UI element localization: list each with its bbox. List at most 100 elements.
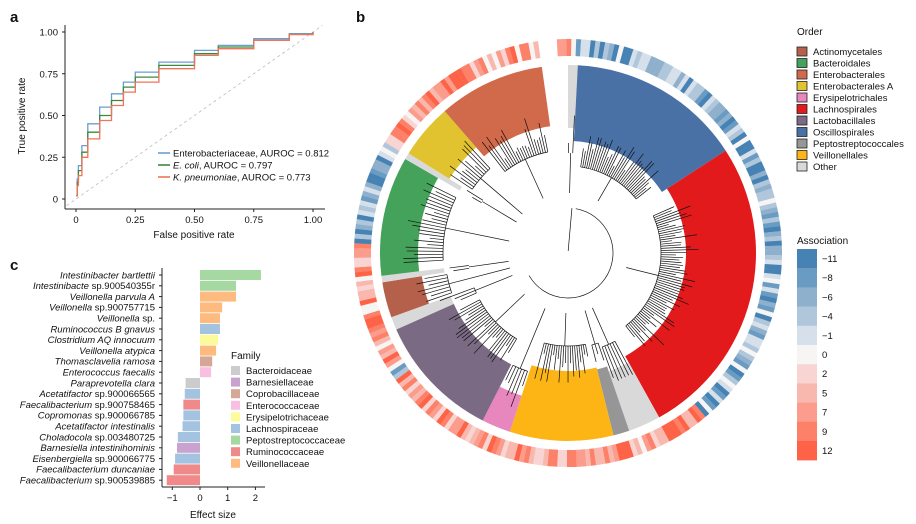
association-cell	[763, 226, 781, 233]
tree-leaf-branch	[405, 246, 444, 249]
association-cell	[377, 150, 396, 163]
association-cell	[357, 209, 376, 218]
association-cell	[523, 42, 532, 61]
association-cell	[509, 442, 519, 461]
tree-leaf-branch	[524, 118, 537, 156]
association-cell	[661, 424, 674, 442]
tree-leaf-branch	[630, 178, 646, 194]
association-cell	[747, 165, 766, 177]
tree-leaf-branch	[644, 305, 675, 327]
order-swatch	[796, 150, 808, 160]
order-label: Enterobacterales A	[813, 82, 894, 93]
association-cell	[395, 121, 413, 137]
tree-leaf-branch	[656, 281, 685, 291]
legend-auroc: , AUROC = 0.812	[255, 149, 329, 160]
tree-leaf-branch	[491, 334, 511, 363]
association-cell	[363, 310, 381, 320]
legend-series-name: Enterobacteriaceae	[173, 149, 255, 160]
tree-leaf-branch	[428, 280, 449, 286]
tree-leaf-branch	[522, 371, 528, 387]
family-label: Coprobacillaceae	[246, 389, 319, 400]
association-cell	[390, 362, 407, 377]
association-cell	[752, 316, 771, 327]
tree-leaf-branch	[597, 342, 605, 361]
association-cell	[710, 385, 727, 401]
tree-leaf-branch	[424, 212, 448, 220]
tree-leaf-branch	[659, 268, 688, 275]
order-label: Lactobacillales	[813, 116, 876, 127]
association-swatch	[797, 325, 817, 346]
order-swatch	[796, 115, 808, 126]
tree-leaf-branch	[580, 345, 586, 374]
tree-leaf-branch	[472, 196, 482, 204]
association-cell	[687, 82, 702, 100]
tree-leaf-branch	[426, 182, 457, 198]
association-cell	[739, 345, 758, 358]
association-cell	[404, 380, 421, 396]
y-tick-label: 0.50	[40, 111, 59, 122]
tree-leaf-branch	[500, 140, 516, 165]
association-swatch	[797, 402, 817, 422]
clade-wedge-peptostreptococcales	[597, 366, 630, 436]
order-swatch	[796, 127, 808, 137]
species-label: Thomasclavelia ramosa	[55, 357, 155, 368]
association-cell	[732, 356, 750, 371]
family-swatch	[231, 366, 240, 375]
association-cell	[611, 444, 620, 462]
association-cell	[725, 367, 742, 382]
clade-wedge-lactobacillales	[396, 303, 512, 421]
tree-leaf-branch	[633, 182, 649, 197]
tree-leaf-branch	[433, 212, 449, 218]
family-swatch	[231, 424, 240, 433]
tree-branch	[482, 201, 517, 223]
tree-leaf-branch	[656, 213, 687, 224]
tree-branch	[495, 294, 525, 323]
species-label: Eisenbergiella sp.900066775	[32, 454, 155, 465]
tree-leaf-branch	[628, 322, 645, 342]
tree-leaf-branch	[403, 259, 444, 263]
tree-leaf-branch	[439, 287, 475, 301]
family-swatch	[231, 447, 240, 457]
tree-leaf-branch	[403, 256, 444, 259]
association-cell	[359, 297, 378, 306]
tree-leaf-branch	[427, 244, 444, 246]
effect-bar	[200, 291, 237, 302]
tree-branch	[597, 177, 612, 202]
tree-leaf-branch	[657, 277, 693, 288]
species-label: Barnesiella intestinihominis	[40, 443, 155, 454]
tree-branch	[519, 308, 546, 369]
tree-leaf-branch	[654, 205, 691, 220]
association-cell	[440, 78, 455, 96]
diagonal-reference-line	[66, 24, 323, 207]
effect-bar	[182, 421, 200, 432]
association-cell	[354, 261, 372, 268]
association-cell	[707, 101, 724, 118]
association-cell	[584, 39, 591, 58]
tree-leaf-branch	[422, 219, 447, 226]
association-cell	[504, 47, 515, 65]
tree-leaf-branch	[660, 262, 684, 266]
association-cell	[737, 349, 755, 362]
x-tick-label: 0.25	[126, 215, 145, 226]
tree-leaf-branch	[486, 136, 510, 169]
association-cell	[443, 413, 458, 431]
phylogenetic-tree	[354, 39, 782, 467]
tree-leaf-branch	[487, 324, 499, 335]
tree-leaf-branch	[465, 307, 485, 321]
association-cell	[401, 114, 418, 130]
tree-leaf-branch	[488, 145, 508, 171]
association-cell	[354, 247, 372, 253]
family-label: Barnesiellaceae	[246, 378, 314, 389]
species-label: Intestinibacter bartlettii	[60, 270, 156, 281]
association-cell	[477, 56, 489, 75]
effect-bar	[185, 378, 200, 388]
species-label: Veillonella sp.	[97, 314, 155, 325]
association-cell	[610, 44, 620, 62]
tree-leaf-branch	[519, 147, 526, 160]
tree-branch	[567, 208, 573, 252]
association-cell	[584, 448, 592, 467]
tree-leaf-branch	[463, 317, 492, 342]
tree-leaf-branch	[614, 341, 633, 375]
association-swatch	[797, 249, 817, 269]
